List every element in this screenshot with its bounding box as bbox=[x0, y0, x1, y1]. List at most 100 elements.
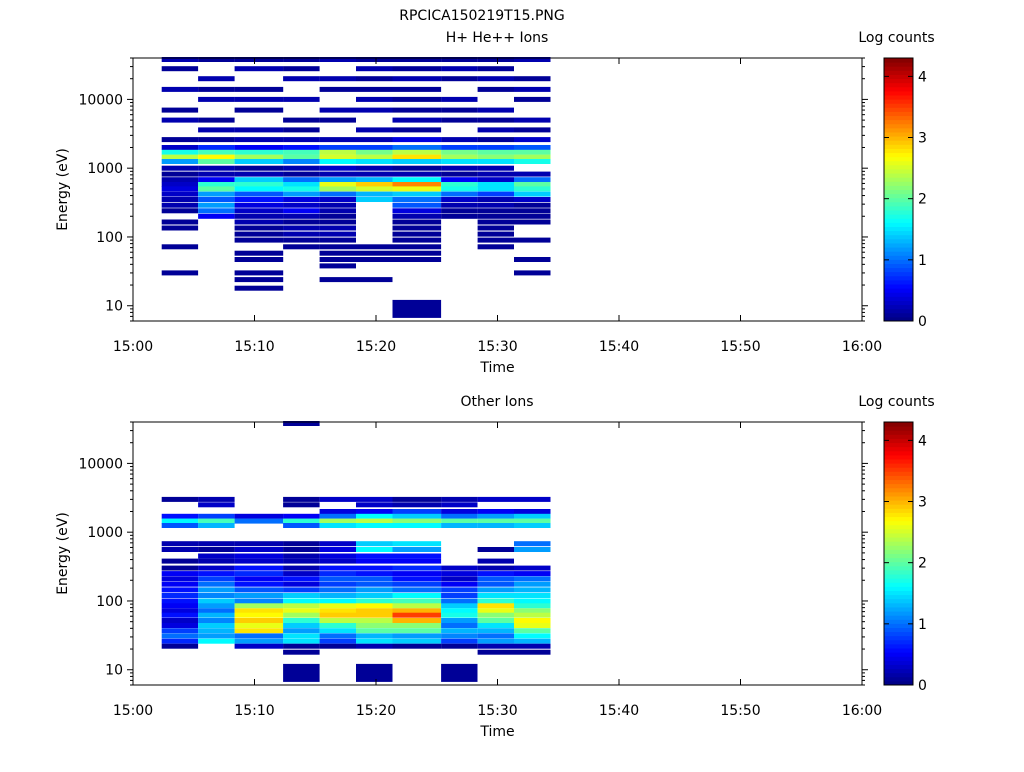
heatmap-cell bbox=[514, 154, 551, 160]
colorbar-swatch bbox=[884, 308, 913, 314]
heatmap-cell bbox=[514, 197, 551, 202]
panel-2: 15:00 15:10 15:20 15:30 15:40 15:50 16:00 Time 1… bbox=[55, 394, 935, 740]
colorbar-swatch bbox=[884, 615, 913, 620]
heatmap-cell bbox=[392, 159, 442, 164]
heatmap-cell bbox=[161, 117, 199, 123]
colorbar-swatch bbox=[884, 549, 913, 554]
colorbar-swatch bbox=[884, 222, 913, 227]
heatmap-cell bbox=[198, 127, 235, 133]
heatmap-cell bbox=[441, 177, 478, 183]
heatmap-cell bbox=[356, 547, 393, 552]
heatmap-cell bbox=[319, 565, 356, 571]
heatmap-cell bbox=[356, 257, 393, 262]
heatmap-cell bbox=[234, 565, 284, 571]
heatmap-cell bbox=[477, 86, 514, 92]
colorbar-swatch bbox=[884, 545, 913, 550]
colorbar-swatch bbox=[884, 90, 913, 96]
colorbar-swatch bbox=[884, 263, 913, 269]
heatmap-cell bbox=[319, 576, 356, 582]
colorbar-swatch bbox=[884, 168, 913, 174]
heatmap-cell bbox=[356, 663, 393, 682]
heatmap-cell bbox=[161, 191, 199, 197]
heatmap-cell bbox=[356, 86, 393, 92]
heatmap-cell bbox=[234, 96, 284, 102]
heatmap-cell bbox=[441, 502, 478, 508]
heatmap-cell bbox=[514, 623, 551, 628]
colorbar-swatch bbox=[884, 99, 913, 104]
colorbar-swatch bbox=[884, 136, 913, 141]
heatmap-cell bbox=[356, 541, 393, 547]
heatmap-cell bbox=[161, 523, 199, 528]
heatmap-cell bbox=[477, 598, 514, 604]
heatmap-cell bbox=[356, 197, 393, 202]
heatmap-cell bbox=[198, 565, 235, 571]
heatmap-cell bbox=[441, 608, 478, 614]
colorbar-swatch bbox=[884, 635, 913, 641]
colorbar-swatch bbox=[884, 504, 913, 509]
heatmap-cell bbox=[198, 496, 235, 502]
colorbar-swatch bbox=[884, 94, 913, 100]
heatmap-cell bbox=[441, 603, 478, 609]
colorbar-frame bbox=[883, 57, 914, 322]
y-tick-label: 10 bbox=[105, 299, 123, 315]
heatmap-cell bbox=[477, 618, 514, 623]
heatmap-cell bbox=[319, 237, 356, 243]
heatmap-cell bbox=[161, 576, 199, 582]
heatmap-cell bbox=[198, 145, 235, 150]
heatmap-cell bbox=[198, 86, 235, 92]
heatmap-cell bbox=[198, 633, 235, 639]
colorbar-swatch bbox=[884, 582, 913, 587]
colorbar-swatch bbox=[884, 438, 913, 444]
y-axis-label: Energy (eV) bbox=[55, 512, 71, 595]
heatmap-cell bbox=[283, 576, 320, 582]
heatmap-cell bbox=[234, 197, 284, 202]
colorbar-swatch bbox=[884, 226, 913, 232]
heatmap-cell bbox=[392, 219, 442, 225]
heatmap-cell bbox=[283, 57, 320, 62]
heatmap-cell bbox=[319, 587, 356, 593]
heatmap-cell bbox=[161, 638, 199, 644]
heatmap-cell bbox=[198, 177, 235, 183]
heatmap-cell bbox=[356, 244, 393, 250]
heatmap-cell bbox=[234, 558, 284, 564]
colorbar-swatch bbox=[884, 255, 913, 260]
colorbar-tick-label: 2 bbox=[918, 192, 927, 208]
colorbar-swatch bbox=[884, 446, 913, 452]
heatmap-cell bbox=[441, 117, 478, 123]
heatmap-cell bbox=[319, 618, 356, 623]
colorbar-swatch bbox=[884, 606, 913, 612]
heatmap-cell bbox=[477, 137, 514, 143]
heatmap-cell bbox=[198, 612, 235, 618]
x-tick-label: 15:00 bbox=[113, 339, 153, 355]
heatmap-cell bbox=[234, 145, 284, 150]
heatmap-cell bbox=[441, 213, 478, 219]
heatmap-cell bbox=[392, 182, 442, 187]
heatmap-cell bbox=[514, 496, 551, 502]
heatmap-cell bbox=[477, 149, 514, 155]
heatmap-cell bbox=[319, 137, 356, 143]
heatmap-cell bbox=[234, 587, 284, 593]
heatmap-cell bbox=[283, 603, 320, 609]
colorbar-swatch bbox=[884, 676, 913, 682]
heatmap-cell bbox=[234, 219, 284, 225]
heatmap-cell bbox=[161, 496, 199, 502]
heatmap-cell bbox=[477, 231, 514, 237]
colorbar-swatch bbox=[884, 251, 913, 256]
heatmap-cell bbox=[234, 191, 284, 197]
heatmap-cell bbox=[234, 643, 284, 649]
heatmap-cell bbox=[392, 518, 442, 524]
heatmap-cell bbox=[283, 523, 320, 528]
colorbar-swatch bbox=[884, 553, 913, 559]
heatmap-cell bbox=[477, 145, 514, 150]
heatmap-cell bbox=[356, 593, 393, 598]
panel-title: Other Ions bbox=[460, 394, 533, 410]
heatmap-cell bbox=[319, 171, 356, 177]
colorbar-swatch bbox=[884, 140, 913, 145]
heatmap-cell bbox=[234, 57, 284, 62]
heatmap-cell bbox=[283, 177, 320, 183]
heatmap-cell bbox=[319, 202, 356, 208]
heatmap-cell bbox=[319, 623, 356, 628]
heatmap-cell bbox=[319, 165, 356, 171]
heatmap-cell bbox=[441, 208, 478, 214]
colorbar-swatch bbox=[884, 259, 913, 264]
